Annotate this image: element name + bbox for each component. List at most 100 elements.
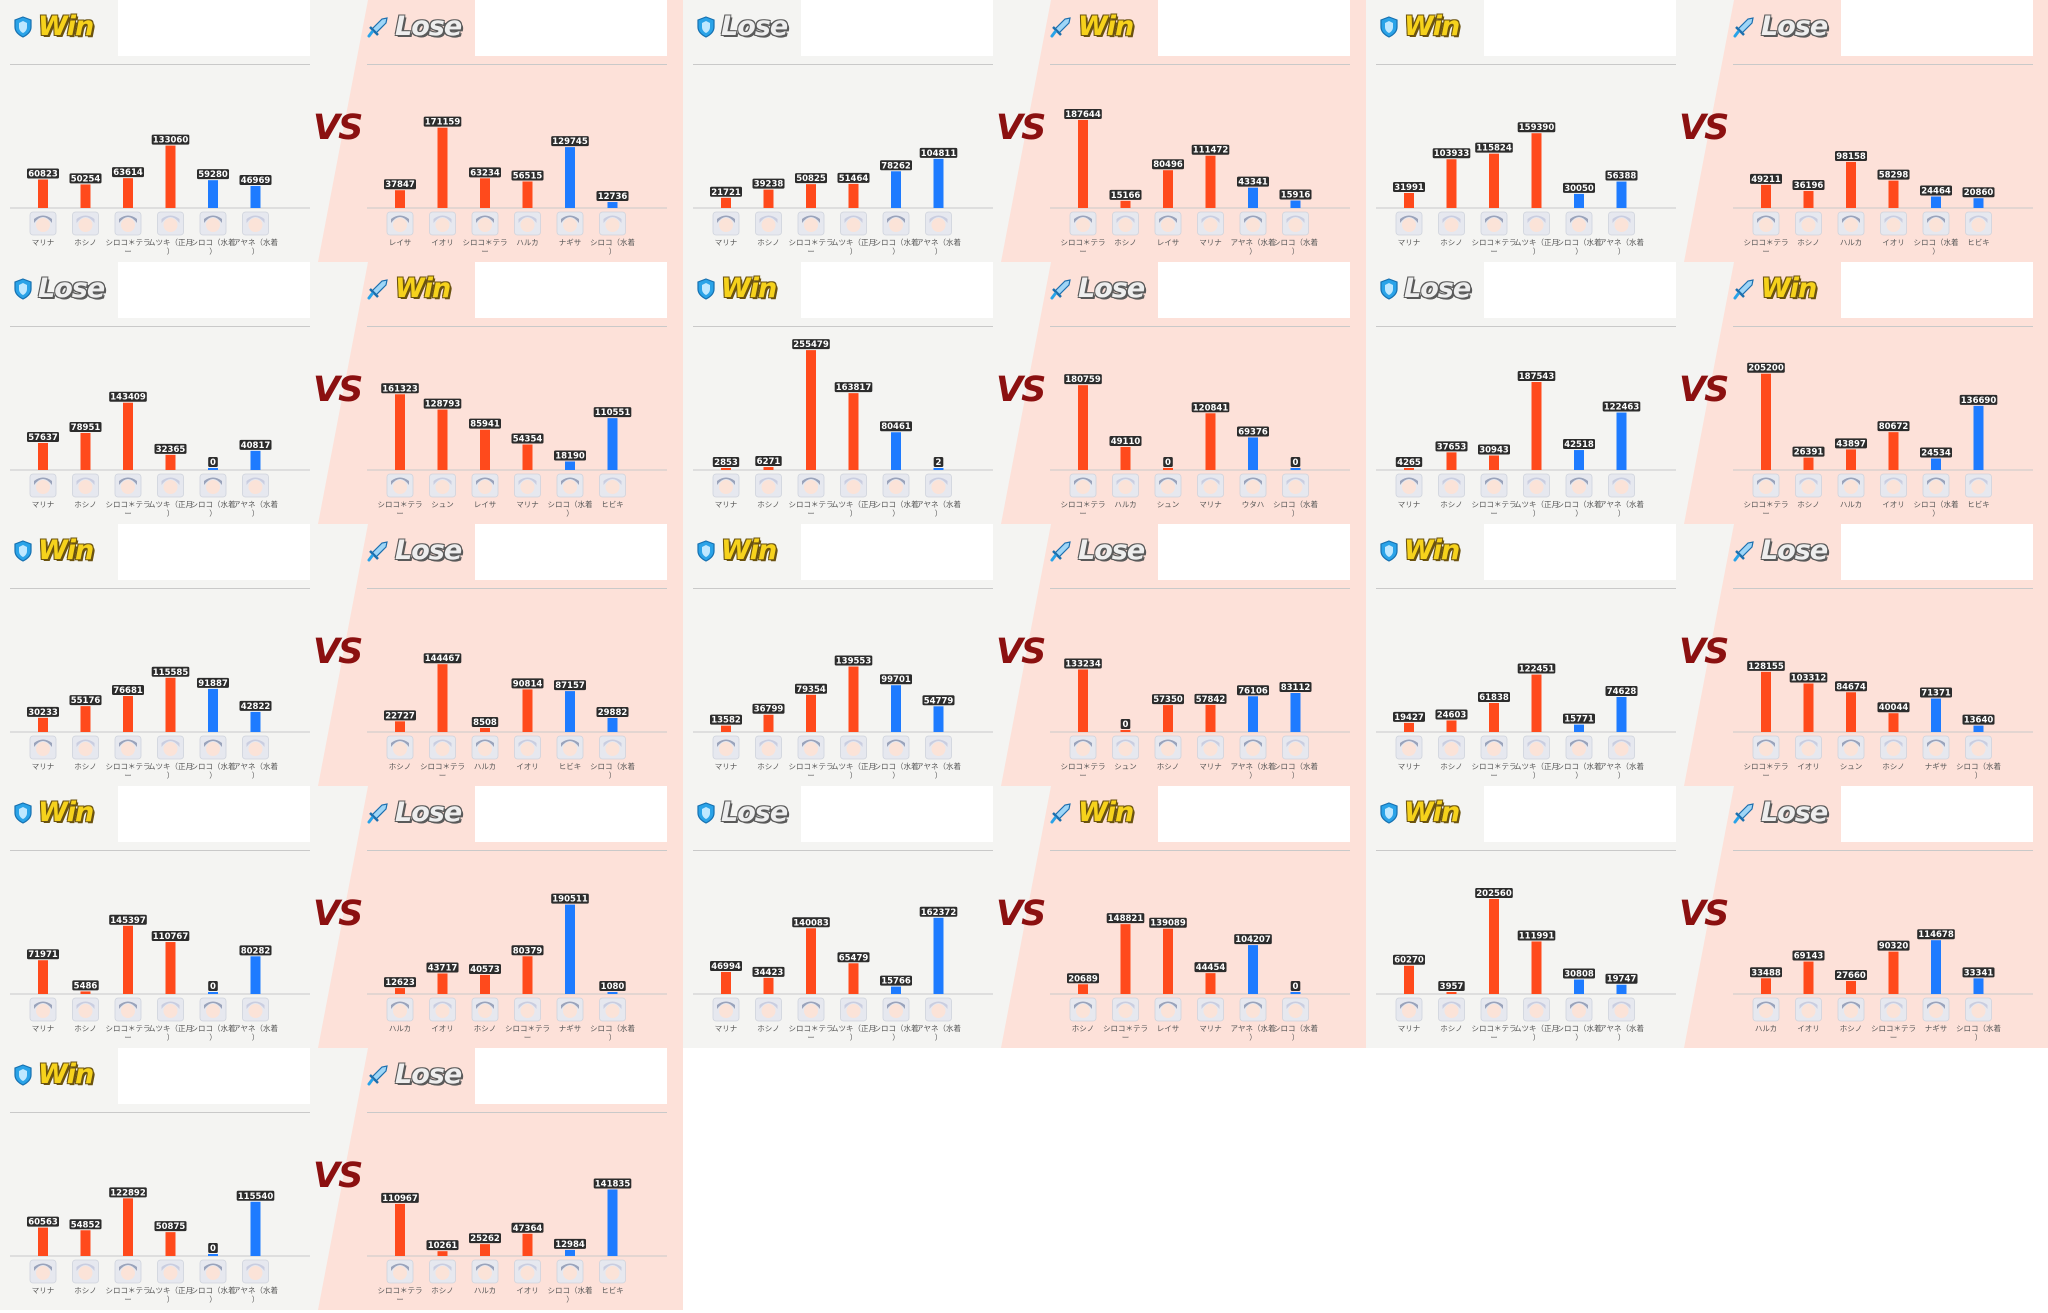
damage-label-bg: [69, 173, 102, 184]
unit-name: イオリ: [431, 1024, 454, 1033]
sword-icon: [367, 279, 388, 300]
vs-label: VS: [313, 108, 363, 148]
match-card[interactable]: Win 31991 マリナ 103933 ホシノ 115824 シロコ＊テラー 159390 ム…: [1366, 0, 2048, 262]
damage-label-bg: [423, 116, 462, 127]
damage-bar: [565, 461, 575, 470]
damage-value: 47364: [513, 1224, 543, 1234]
damage-value: 32365: [156, 445, 186, 455]
unit-avatar: [1565, 735, 1593, 760]
damage-value: 122451: [1519, 665, 1555, 675]
unit-avatar: [1395, 735, 1423, 760]
damage-bar: [480, 728, 490, 732]
damage-value: 49211: [1751, 175, 1781, 185]
damage-value: 57842: [1196, 695, 1226, 705]
damage-value: 115585: [153, 668, 189, 678]
unit-name: アヤネ（水着: [1599, 1023, 1644, 1033]
damage-bar: [395, 190, 405, 208]
damage-value: 34423: [754, 968, 784, 978]
damage-value: 205200: [1748, 364, 1784, 374]
damage-bar: [1973, 725, 1984, 732]
left-header-panel: [801, 0, 993, 56]
unit-name: マリナ: [1199, 500, 1222, 509]
unit-name: シロコ＊テラ: [1061, 762, 1106, 771]
unit-name: ）: [1249, 1033, 1257, 1042]
match-card[interactable]: Win 19427 マリナ 24603 ホシノ 61838 シロコ＊テラー 122451 ムツキ…: [1366, 524, 2048, 786]
damage-label-bg: [1835, 150, 1867, 161]
unit-avatar: [1837, 997, 1865, 1022]
unit-name: ）: [252, 1033, 260, 1042]
match-card[interactable]: Lose 57637 マリナ 78951 ホシノ 143409 シロコ＊テラー 32365 ムツ…: [0, 262, 683, 524]
match-card[interactable]: Lose 4265 マリナ 37653 ホシノ 30943 シロコ＊テラー 187543 ムツキ…: [1366, 262, 2048, 524]
unit-name: イオリ: [431, 238, 454, 247]
damage-bar: [38, 960, 48, 994]
left-damage-chart: 46994 マリナ 34423 ホシノ 140083 シロコ＊テラー 65479 ムツキ（正月…: [693, 906, 993, 1042]
header-divider: [693, 588, 993, 589]
unit-avatar: [1880, 211, 1907, 236]
match-card[interactable]: Win 60563 マリナ 54852 ホシノ 122892 シロコ＊テラー 50875 ムツキ…: [0, 1048, 683, 1310]
damage-value: 37653: [1437, 442, 1467, 452]
unit-avatar: [1965, 211, 1992, 236]
unit-name: ホシノ: [757, 762, 780, 771]
match-card[interactable]: Lose 21721 マリナ 39238 ホシノ 50825 シロコ＊テラー 51464 ムツキ…: [683, 0, 1366, 262]
vs-label: VS: [1679, 370, 1729, 410]
right-header-panel: [475, 524, 667, 580]
damage-label-bg: [511, 433, 544, 444]
shield-icon: [697, 802, 715, 824]
match-card[interactable]: Win 30233 マリナ 55176 ホシノ 76681 シロコ＊テラー 115585 ムツキ…: [0, 524, 683, 786]
unit-name: マリナ: [516, 500, 539, 509]
unit-name: ）: [1292, 1033, 1300, 1042]
damage-bar: [1574, 450, 1584, 470]
unit-name: アヤネ（水着: [1231, 237, 1276, 247]
damage-bar: [480, 178, 490, 208]
unit-name: シロコ（水着: [191, 499, 236, 509]
unit-avatar: [514, 735, 541, 760]
damage-bar: [1616, 984, 1627, 994]
damage-label-bg: [1605, 170, 1638, 181]
unit-name: ー: [396, 509, 404, 518]
unit-avatar: [242, 211, 269, 236]
damage-label-bg: [511, 678, 544, 689]
unit-avatar: [471, 997, 499, 1022]
damage-value: 90814: [513, 679, 543, 689]
damage-bar: [38, 179, 48, 208]
header-divider: [693, 326, 993, 327]
left-header-panel: [801, 524, 993, 580]
damage-bar: [721, 197, 731, 208]
match-card[interactable]: Win 60823 マリナ 50254 ホシノ 63614 シロコ＊テラー 133060 ムツキ…: [0, 0, 683, 262]
damage-label-bg: [551, 136, 589, 147]
match-card[interactable]: Win 2853 マリナ 6271 ホシノ 255479 シロコ＊テラー 163817 ムツキ（…: [683, 262, 1366, 524]
unit-avatar: [114, 211, 142, 236]
unit-name: ハルカ: [474, 1286, 496, 1295]
damage-bar: [721, 971, 731, 994]
right-damage-chart: 133234 シロコ＊テラー 0 シュン 57350 ホシノ 57842 マリナ 76106 アヤ…: [1050, 658, 1350, 780]
damage-bar: [1803, 683, 1814, 732]
damage-value: 42822: [241, 702, 271, 712]
damage-label-bg: [880, 674, 912, 685]
unit-name: ）: [935, 1033, 943, 1042]
unit-name: シロコ（水着: [874, 1023, 919, 1033]
unit-avatar: [1795, 997, 1822, 1022]
damage-bar: [1761, 978, 1771, 994]
damage-value: 180759: [1065, 375, 1101, 385]
damage-value: 10261: [428, 1241, 458, 1251]
unit-name: ー: [439, 771, 447, 780]
damage-bar: [933, 158, 944, 208]
match-card[interactable]: Win 13582 マリナ 36799 ホシノ 79354 シロコ＊テラー 139553 ムツキ…: [683, 524, 1366, 786]
unit-avatar: [514, 211, 541, 236]
unit-avatar: [1480, 735, 1508, 760]
unit-name: シロコ＊テラ: [106, 1286, 151, 1295]
unit-name: ）: [1575, 771, 1583, 780]
unit-name: シロコ（水着: [548, 499, 593, 509]
damage-bar: [480, 974, 490, 994]
unit-name: シロコ＊テラ: [789, 238, 834, 247]
unit-name: ）: [209, 509, 217, 518]
damage-label-bg: [1290, 457, 1301, 467]
sword-icon: [367, 17, 388, 38]
left-result-label: Win: [1404, 535, 1460, 566]
shield-icon: [14, 802, 32, 824]
match-card[interactable]: Lose 46994 マリナ 34423 ホシノ 140083 シロコ＊テラー 65479 ムツ…: [683, 786, 1366, 1048]
header-divider: [367, 326, 667, 327]
unit-avatar: [72, 473, 99, 498]
match-card[interactable]: Win 71971 マリナ 5486 ホシノ 145397 シロコ＊テラー 110767 ムツキ…: [0, 786, 683, 1048]
match-card[interactable]: Win 60270 マリナ 3957 ホシノ 202560 シロコ＊テラー 111991 ムツキ…: [1366, 786, 2048, 1048]
